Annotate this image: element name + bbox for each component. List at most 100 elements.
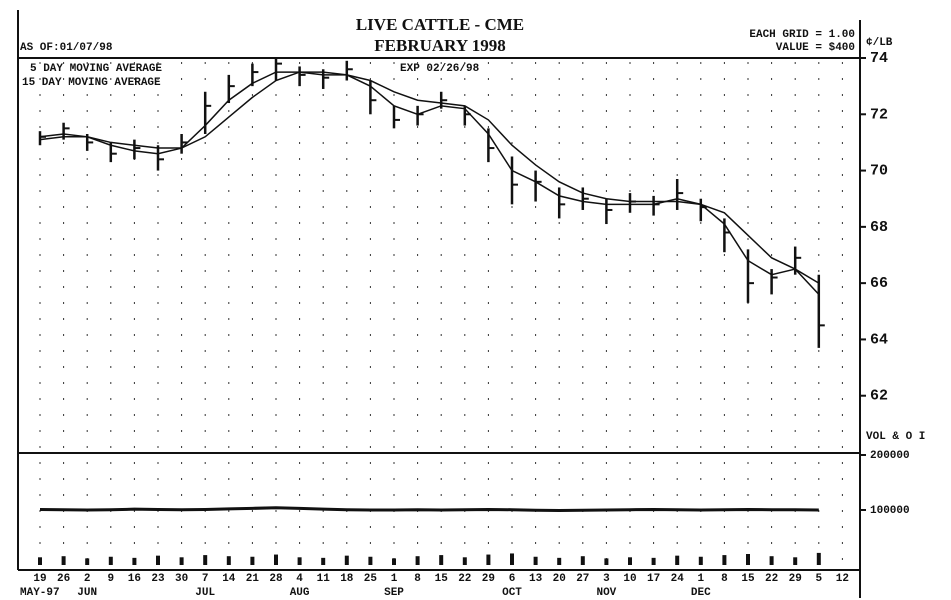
volume-bar: [439, 555, 444, 565]
volume-bar: [274, 554, 278, 565]
legend-entry: 5 DAY MOVING AVERAGE: [30, 63, 162, 75]
y-tick-label: 64: [870, 331, 888, 348]
x-tick-label: 8: [414, 573, 421, 585]
volume-bar: [179, 557, 184, 565]
x-tick-label: 17: [647, 573, 660, 585]
moving-average: [39, 71, 820, 295]
volume-bar: [675, 555, 680, 565]
volume-bar: [156, 555, 160, 565]
x-tick-label: 4: [296, 573, 303, 585]
y-tick-label: 70: [870, 163, 888, 180]
volume-bar: [250, 556, 255, 565]
x-tick-label: 1: [391, 573, 398, 585]
month-label: DEC: [691, 587, 711, 599]
y-tick-label: 68: [870, 219, 888, 236]
volume-bar: [203, 555, 208, 565]
volume-bar: [297, 557, 302, 565]
x-tick-label: 3: [603, 573, 610, 585]
month-label: AUG: [290, 587, 310, 599]
volume-bar: [533, 556, 538, 565]
x-tick-label: 12: [836, 573, 849, 585]
x-tick-label: 6: [509, 573, 516, 585]
volume-bar: [321, 557, 326, 565]
moving-average: [39, 71, 820, 284]
volume-bar: [698, 556, 703, 565]
month-label: MAY-97: [20, 587, 60, 599]
x-tick-label: 29: [789, 573, 802, 585]
volume-bar: [368, 556, 373, 565]
volume-label: VOL & O I: [866, 431, 925, 443]
x-tick-label: 23: [151, 573, 165, 585]
as-of: AS OF:01/07/98: [20, 42, 113, 54]
month-label: OCT: [502, 587, 522, 599]
volume-bar: [85, 558, 90, 565]
volume-bar: [746, 554, 750, 565]
volume-bar: [61, 556, 66, 565]
open-interest: [39, 506, 819, 513]
x-tick-label: 10: [623, 573, 636, 585]
volume-bar: [557, 557, 562, 565]
volume-bar: [816, 552, 821, 565]
unit: ¢/LB: [866, 37, 893, 49]
x-tick-label: 24: [671, 573, 685, 585]
volume-bar: [722, 555, 727, 565]
x-tick-label: 11: [317, 573, 331, 585]
x-tick-label: 29: [482, 573, 495, 585]
x-tick-label: 15: [435, 573, 449, 585]
x-tick-label: 1: [697, 573, 704, 585]
volume-bar: [392, 558, 396, 565]
volume-bar: [651, 557, 656, 565]
volume-bar: [628, 557, 632, 565]
y-tick-label: 66: [870, 275, 888, 292]
x-tick-label: 13: [529, 573, 543, 585]
x-tick-label: 19: [33, 573, 46, 585]
x-tick-label: 22: [458, 573, 471, 585]
x-tick-label: 7: [202, 573, 209, 585]
volume-bar: [462, 557, 467, 565]
volume-bar: [344, 555, 349, 565]
volume-bar: [793, 557, 798, 565]
month-label: JUN: [77, 587, 97, 599]
x-tick-label: 8: [721, 573, 728, 585]
volume-bar: [108, 556, 113, 565]
x-tick-label: 26: [57, 573, 70, 585]
x-tick-label: 2: [84, 573, 91, 585]
legend-entry: 15 DAY MOVING AVERAGE: [22, 77, 161, 89]
chart-subtitle: FEBRUARY 1998: [374, 36, 505, 55]
x-tick-label: 30: [175, 573, 188, 585]
month-label: NOV: [596, 587, 616, 599]
y-tick-label: 62: [870, 388, 888, 405]
x-tick-label: 27: [576, 573, 589, 585]
y-tick-label: 72: [870, 106, 888, 123]
x-tick-label: 5: [815, 573, 822, 585]
x-tick-label: 18: [340, 573, 354, 585]
volume-bar: [604, 558, 609, 565]
x-tick-label: 14: [222, 573, 236, 585]
volume-bar: [510, 553, 514, 565]
volume-bar: [226, 556, 231, 565]
value-note: VALUE = $400: [776, 42, 855, 54]
volume-bar: [38, 557, 42, 565]
x-tick-label: 22: [765, 573, 778, 585]
volume-bar: [769, 556, 774, 565]
x-tick-label: 21: [246, 573, 260, 585]
volume-bar: [486, 554, 491, 565]
y-tick-label: 74: [870, 50, 888, 67]
x-tick-label: 15: [741, 573, 755, 585]
y-tick-label: 100000: [870, 505, 910, 517]
volume-bar: [415, 556, 420, 565]
month-label: JUL: [195, 587, 215, 599]
expiry: EXP 02/26/98: [400, 63, 480, 75]
volume-bar: [580, 556, 585, 565]
month-label: SEP: [384, 587, 404, 599]
volume-bar: [132, 557, 137, 565]
x-tick-label: 9: [107, 573, 114, 585]
x-tick-label: 28: [269, 573, 283, 585]
chart-title: LIVE CATTLE - CME: [356, 15, 524, 34]
x-tick-label: 20: [553, 573, 566, 585]
x-tick-label: 25: [364, 573, 378, 585]
x-tick-label: 16: [128, 573, 141, 585]
y-tick-label: 200000: [870, 450, 910, 462]
